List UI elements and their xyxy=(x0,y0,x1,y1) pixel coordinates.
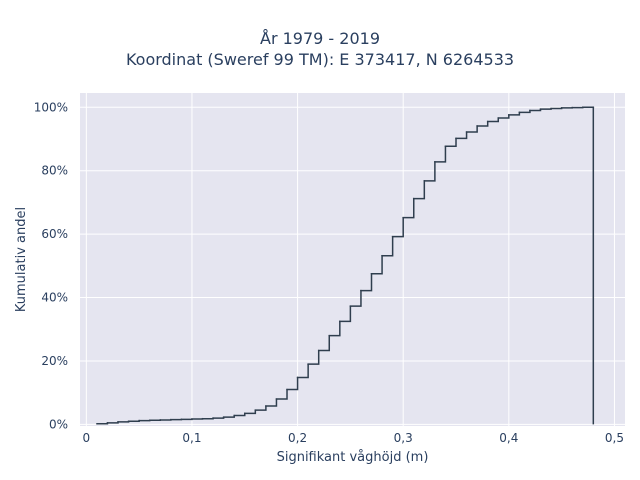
series-layer xyxy=(96,106,595,425)
x-axis-title: Signifikant våghöjd (m) xyxy=(277,450,429,465)
cdf-data-point xyxy=(592,106,595,109)
cdf-data-point xyxy=(307,363,309,365)
cdf-data-point xyxy=(497,117,500,119)
cdf-data-point xyxy=(233,414,236,417)
x-tick-label: 0,5 xyxy=(605,431,624,445)
cdf-data-point xyxy=(222,416,225,418)
cdf-data-point xyxy=(486,120,489,123)
y-axis-title: Kumulativ andel xyxy=(14,207,29,312)
cdf-data-point xyxy=(138,419,140,422)
x-tick-label: 0 xyxy=(83,431,91,445)
cdf-data-point xyxy=(571,106,573,109)
cdf-data-point xyxy=(349,305,352,307)
cdf-data-point xyxy=(381,254,383,257)
y-tick-label: 0% xyxy=(49,417,68,431)
chart-title-line-1: År 1979 - 2019 xyxy=(260,29,380,48)
y-tick-label: 80% xyxy=(41,164,68,178)
cdf-data-point xyxy=(170,418,172,421)
cdf-data-point xyxy=(339,320,341,323)
plot-background xyxy=(80,93,625,426)
cdf-data-point xyxy=(275,398,278,400)
cdf-data-point xyxy=(212,417,214,419)
cdf-data-point xyxy=(286,388,288,391)
cdf-data-point xyxy=(508,114,510,116)
x-tick-labels: 0 0,1 0,2 0,3 0,4 0,5 xyxy=(83,431,624,445)
cdf-data-point xyxy=(476,125,478,127)
x-tick-label: 0,2 xyxy=(288,431,307,445)
cdf-data-point xyxy=(550,107,552,110)
cdf-data-point xyxy=(529,109,531,112)
cdf-data-point xyxy=(360,289,362,292)
cdf-data-point xyxy=(402,216,404,219)
x-tick-label: 0,4 xyxy=(499,431,518,445)
x-tick-label: 0,3 xyxy=(394,431,413,445)
cdf-data-point xyxy=(539,108,542,110)
cdf-data-point xyxy=(296,376,299,379)
cdf-data-point xyxy=(465,131,468,133)
x-tick-label: 0,1 xyxy=(182,431,201,445)
chart-title-line-2: Koordinat (Sweref 99 TM): E 373417, N 62… xyxy=(125,50,515,69)
cdf-data-point xyxy=(191,418,193,420)
cdf-data-point xyxy=(159,419,162,421)
cdf-data-point xyxy=(423,180,426,182)
cdf-data-point xyxy=(180,418,183,421)
cdf-data-point xyxy=(370,272,373,275)
cdf-data-point xyxy=(328,334,331,337)
y-tick-label: 100% xyxy=(34,100,68,114)
cdf-data-point xyxy=(148,419,151,422)
cdf-data-point xyxy=(391,235,394,238)
y-tick-label: 60% xyxy=(41,227,68,241)
cdf-data-point xyxy=(201,417,204,420)
cdf-data-point xyxy=(243,412,246,415)
cdf-data-point xyxy=(518,111,521,114)
cdf-data-point xyxy=(581,106,584,109)
cdf-data-point xyxy=(106,422,109,424)
cdf-data-point xyxy=(434,161,436,163)
y-tick-labels: 0% 20% 40% 60% 80% 100% xyxy=(34,100,68,431)
grid-lines xyxy=(80,93,625,426)
cdf-data-point xyxy=(560,107,563,109)
chart-title: År 1979 - 2019 Koordinat (Sweref 99 TM):… xyxy=(0,28,640,70)
cdf-data-point xyxy=(317,349,320,352)
cdf-data-point xyxy=(444,145,447,148)
cdf-data-point xyxy=(455,137,457,140)
cdf-data-point xyxy=(117,421,119,423)
cdf-data-point xyxy=(127,420,130,423)
cdf-data-point xyxy=(265,405,267,407)
cdf-data-point xyxy=(412,197,415,200)
cdf-data-point xyxy=(254,409,257,411)
y-tick-label: 20% xyxy=(41,354,68,368)
cdf-data-point xyxy=(96,422,98,425)
y-tick-label: 40% xyxy=(41,291,68,305)
